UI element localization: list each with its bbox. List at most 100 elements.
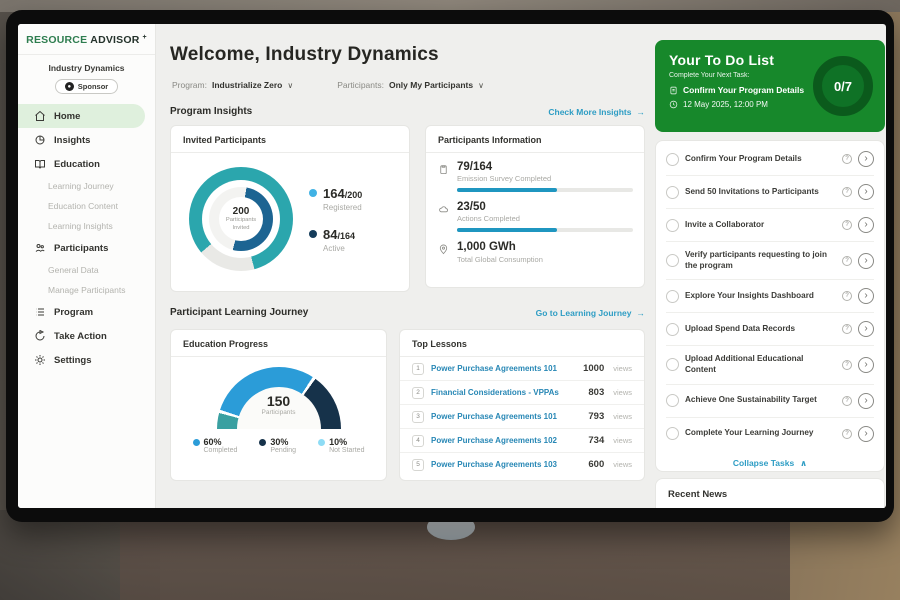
task-checkbox[interactable] (666, 322, 679, 336)
chevron-right-button[interactable]: › (858, 252, 874, 269)
sidebar-item-label: Take Action (54, 330, 107, 342)
lesson-views: 793 (588, 411, 605, 422)
task-checkbox[interactable] (666, 254, 679, 268)
legend-item-not-started: 10% Not Started (318, 437, 364, 454)
sponsor-icon: ● (64, 82, 74, 91)
lesson-title-link[interactable]: Power Purchase Agreements 102 (431, 436, 557, 445)
lesson-title-link[interactable]: Power Purchase Agreements 101 (431, 364, 557, 373)
link-label: Check More Insights (548, 106, 632, 117)
lesson-rank: 5 (412, 458, 424, 471)
chevron-right-button[interactable]: › (858, 356, 874, 373)
chevron-right-button[interactable]: › (858, 392, 874, 409)
arrow-right-icon: → (636, 307, 646, 318)
chevron-right-button[interactable]: › (858, 425, 874, 442)
help-icon[interactable]: ? (842, 220, 852, 230)
chevron-right-button[interactable]: › (858, 184, 874, 200)
sidebar-item-general-data[interactable]: General Data (48, 265, 99, 275)
legend-item-completed: 60% Completed (192, 437, 237, 454)
stat-actions-completed: 23/50 Actions Completed (438, 201, 633, 233)
help-icon[interactable]: ? (842, 324, 852, 335)
task-checkbox[interactable] (666, 358, 679, 372)
progress-fill (457, 228, 558, 233)
sidebar: RESOURCE ADVISOR + Industry Dynamics ● S… (18, 24, 156, 508)
sidebar-nav: Home Insights Education Learning Journey… (18, 104, 155, 372)
task-checkbox[interactable] (666, 427, 679, 441)
sidebar-item-education-content[interactable]: Education Content (48, 201, 118, 211)
lesson-views: 1000 (583, 363, 605, 374)
todo-title: Your To Do List (669, 52, 775, 68)
card-title: Participants Information (426, 126, 644, 153)
lesson-row: 3 Power Purchase Agreements 101 793 view… (400, 405, 644, 429)
task-row: Explore Your Insights Dashboard ? › (666, 280, 874, 314)
chevron-right-button[interactable]: › (858, 288, 874, 305)
link-label: Go to Learning Journey (535, 307, 632, 318)
legend-total: /200 (344, 190, 363, 200)
participants-filter-dropdown[interactable]: Participants: Only My Participants ∨ (337, 80, 484, 90)
chevron-right-button[interactable]: › (858, 217, 874, 233)
todo-summary-card: Your To Do List Complete Your Next Task:… (655, 40, 885, 132)
sidebar-item-settings[interactable]: Settings (18, 348, 155, 372)
section-title: Participant Learning Journey (170, 307, 309, 318)
sidebar-item-participants[interactable]: Participants (18, 236, 155, 260)
sidebar-item-education[interactable]: Education (18, 152, 155, 176)
legend-dot (259, 438, 267, 446)
sidebar-item-insights[interactable]: Insights (18, 128, 155, 152)
task-checkbox[interactable] (666, 289, 679, 303)
sidebar-item-label: Program (54, 306, 94, 318)
donut-center-value: 200 (232, 206, 250, 218)
task-checkbox[interactable] (666, 185, 679, 199)
sidebar-item-learning-insights[interactable]: Learning Insights (48, 221, 113, 231)
help-icon[interactable]: ? (842, 154, 852, 164)
legend-label: Active (323, 244, 345, 253)
todo-tasks-card: Confirm Your Program Details ? › Send 50… (655, 140, 885, 472)
gauge-center-value: 150 (266, 393, 291, 409)
sidebar-item-manage-participants[interactable]: Manage Participants (48, 285, 126, 295)
check-more-insights-link[interactable]: Check More Insights → (548, 107, 645, 117)
education-progress-body: 150 Participants 60% Completed 30% Pendi… (171, 357, 386, 454)
participants-information-body: 79/164 Emission Survey Completed 23/50 A… (426, 153, 644, 281)
chevron-right-button[interactable]: › (858, 151, 874, 167)
task-label: Achieve One Sustainability Target (685, 395, 817, 405)
lesson-rank: 3 (412, 410, 424, 423)
program-filter-dropdown[interactable]: Program: Industrialize Zero ∨ (172, 80, 293, 90)
donut-inner-ring (209, 187, 273, 251)
task-doc-icon (670, 86, 677, 94)
sidebar-item-home[interactable]: Home (18, 104, 145, 128)
stat-emission-survey: 79/164 Emission Survey Completed (438, 161, 633, 193)
lesson-views-suffix: views (613, 388, 632, 397)
lesson-title-link[interactable]: Power Purchase Agreements 101 (431, 412, 557, 421)
help-icon[interactable]: ? (842, 359, 852, 370)
lesson-views: 734 (588, 435, 605, 446)
todo-due-label: 12 May 2025, 12:00 PM (683, 100, 768, 109)
help-icon[interactable]: ? (842, 255, 852, 266)
help-icon[interactable]: ? (842, 428, 852, 439)
help-icon[interactable]: ? (842, 187, 852, 197)
location-pin-icon (439, 245, 448, 255)
legend-dot (309, 230, 317, 238)
gauge-center: 150 Participants (217, 393, 341, 416)
sidebar-item-label: Settings (54, 354, 92, 366)
recent-news-title: Recent News (656, 479, 884, 508)
task-checkbox[interactable] (666, 218, 679, 232)
stat-value: 23/50 (457, 201, 486, 214)
task-checkbox[interactable] (666, 394, 679, 408)
legend-item-pending: 30% Pending (259, 437, 296, 454)
task-row: Complete Your Learning Journey ? › (666, 418, 874, 450)
filters-row: Program: Industrialize Zero ∨ Participan… (172, 80, 484, 90)
invited-participants-donut-chart: 200 Participants Invited (189, 167, 293, 271)
collapse-tasks-link[interactable]: Collapse Tasks ∧ (666, 450, 874, 471)
task-row: Verify participants requesting to join t… (666, 242, 874, 281)
help-icon[interactable]: ? (842, 291, 852, 302)
legend-value: 84 (323, 227, 338, 242)
help-icon[interactable]: ? (842, 395, 852, 406)
sidebar-item-program[interactable]: Program (18, 300, 155, 324)
sidebar-item-learning-journey[interactable]: Learning Journey (48, 181, 114, 191)
logo-resource: RESOURCE (26, 34, 88, 46)
sidebar-item-take-action[interactable]: Take Action (18, 324, 155, 348)
task-row: Upload Additional Educational Content ? … (666, 346, 874, 385)
lesson-title-link[interactable]: Power Purchase Agreements 103 (431, 460, 557, 469)
chevron-right-button[interactable]: › (858, 321, 874, 338)
go-to-learning-journey-link[interactable]: Go to Learning Journey → (536, 308, 645, 318)
lesson-title-link[interactable]: Financial Considerations - VPPAs (431, 388, 559, 397)
task-checkbox[interactable] (666, 152, 679, 166)
